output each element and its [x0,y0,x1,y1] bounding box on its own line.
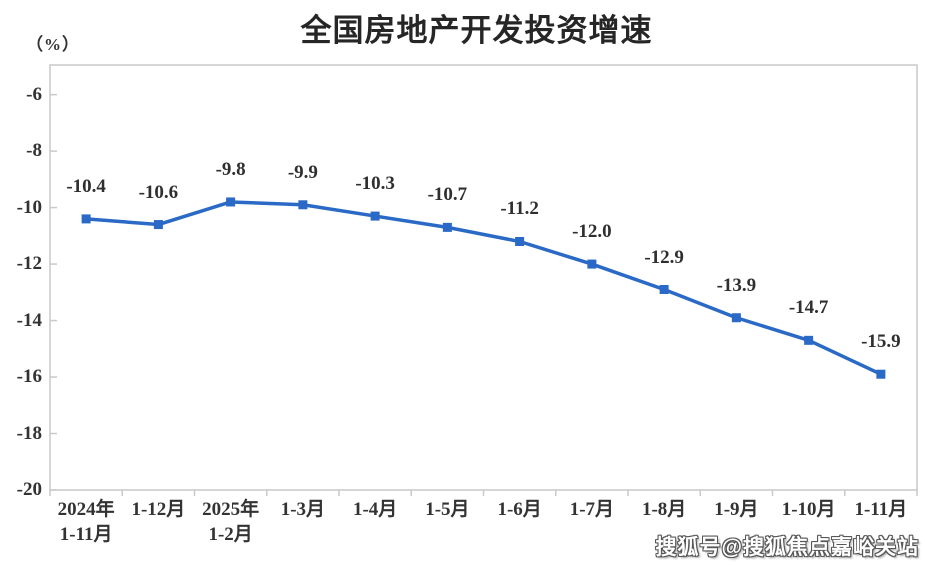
x-axis-label-line: 1-12月 [131,499,186,520]
data-point-label: -15.9 [861,331,901,353]
watermark: 搜狐号@搜狐焦点嘉峪关站 [655,536,919,559]
data-point-marker [153,220,163,230]
x-axis-label-line: 1-5月 [425,499,470,520]
y-axis-label: -10 [16,196,42,218]
data-point-marker [587,259,597,269]
x-axis-label: 2024年 1-11月 [26,497,146,547]
y-axis-label: -16 [16,366,42,388]
x-axis-label-line: 1-9月 [714,499,759,520]
data-point-label: -14.7 [788,297,829,319]
x-axis-label-line: 1-10月 [781,499,836,520]
x-axis-label: 1-3月 [243,497,363,522]
data-point-marker [370,211,380,221]
y-axis-label: -12 [16,253,42,275]
data-point-marker [515,236,525,246]
x-axis-label-line: 2025年 [202,499,260,520]
x-axis-label: 1-12月 [98,497,218,522]
x-axis-label: 1-10月 [749,497,869,522]
x-axis-label-line: 1-7月 [569,499,615,520]
x-axis-label-line: 1-2月 [208,524,253,545]
data-line [84,200,883,376]
data-point-marker [226,197,236,207]
data-point-label: -12.9 [644,246,684,268]
x-axis-label: 1-6月 [460,497,580,522]
chart-title: 全国房地产开发投资增速 [300,13,653,48]
data-point-marker [659,285,669,295]
x-axis-label: 1-11月 [821,497,925,522]
data-point-label: -9.9 [287,161,318,183]
y-axis-label: -6 [26,83,42,105]
data-point-marker [298,200,308,210]
x-axis-label-line: 2024年 [57,499,115,520]
plot-border [49,64,918,491]
x-axis-label: 2025年 1-2月 [171,497,291,547]
data-point-marker [804,335,814,345]
x-axis-label: 1-9月 [676,497,796,522]
data-point-marker [442,222,452,232]
data-point-label: -9.8 [215,158,246,180]
y-axis-label: -14 [16,309,42,331]
x-axis-label-line: 1-11月 [59,524,113,545]
data-point-label: -10.7 [427,184,468,206]
x-axis-label-line: 1-11月 [854,499,908,520]
x-axis-label-line: 1-4月 [352,499,398,520]
x-axis-label: 1-7月 [532,497,652,522]
data-point-marker [731,313,741,323]
data-point-label: -13.9 [716,274,757,296]
data-point-label: -10.3 [355,173,395,195]
x-axis-label: 1-4月 [315,497,435,522]
data-point-label: -10.6 [138,181,179,203]
data-point-label: -10.4 [66,175,106,197]
x-axis-label: 1-8月 [604,497,724,522]
data-point-label: -11.2 [500,198,539,220]
y-axis-label: -18 [16,422,42,444]
data-point-marker [876,369,886,379]
x-axis-label-line: 1-6月 [497,499,542,520]
data-point-label: -12.0 [572,221,612,243]
data-point-marker [81,214,91,224]
x-axis-label-line: 1-8月 [641,499,687,520]
x-axis-label-line: 1-3月 [280,499,326,520]
y-axis-label: -8 [26,140,42,162]
y-axis-unit-label: （%） [26,35,80,54]
y-axis-label: -20 [16,479,42,500]
x-axis-label: 1-5月 [387,497,507,522]
